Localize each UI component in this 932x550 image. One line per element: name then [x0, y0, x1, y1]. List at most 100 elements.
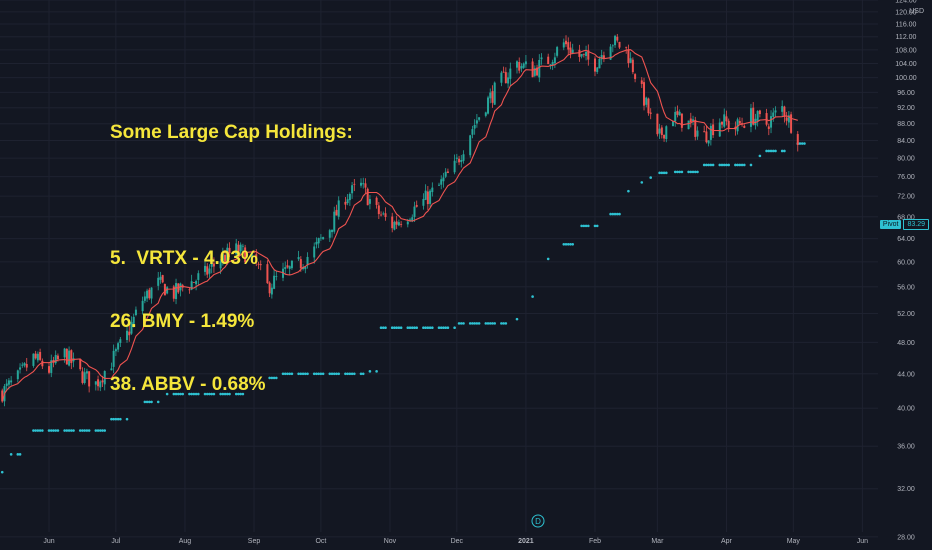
sar-dot — [426, 326, 430, 329]
candle-body — [328, 230, 331, 238]
dividend-marker[interactable]: D — [531, 514, 545, 528]
moving-average-line — [1, 49, 798, 402]
candle-body — [663, 134, 666, 139]
sar-dot — [0, 470, 4, 474]
candle-body — [400, 224, 403, 225]
sar-dot — [330, 372, 334, 376]
candle-body — [551, 62, 554, 66]
sar-dot — [397, 326, 401, 329]
x-tick-label: Jun — [857, 538, 868, 545]
x-tick-label: Mar — [651, 538, 664, 545]
x-axis: Jun Jul Aug Sep Oct Nov Dec 2021 Feb Mar Apr May Jun — [43, 538, 868, 545]
sar-dot — [16, 453, 20, 456]
sar-dot — [491, 322, 494, 325]
sar-dot — [658, 171, 661, 175]
sar-dot — [125, 417, 129, 421]
sar-dot — [473, 322, 476, 325]
candle-body — [694, 119, 697, 137]
sar-dot — [54, 429, 58, 432]
sar-dot — [98, 429, 102, 432]
y-tick-label: 96.00 — [897, 90, 915, 97]
candle-body — [643, 82, 646, 106]
candle-body — [536, 67, 539, 76]
sar-dot — [803, 142, 806, 145]
sar-dot — [758, 154, 762, 158]
candle-body — [212, 263, 215, 267]
candle-body — [553, 57, 556, 64]
sar-dot — [335, 372, 338, 376]
last-price-tag: Pivot 83.29 — [879, 218, 929, 230]
candle-body — [743, 125, 746, 128]
sar-dot — [225, 392, 229, 396]
sar-dot — [783, 149, 786, 153]
candle-body — [317, 238, 320, 244]
y-tick-label: 76.00 — [897, 174, 915, 181]
candle-body — [634, 74, 637, 79]
candle-body — [598, 58, 601, 69]
sar-dot — [566, 243, 570, 246]
candle-body — [625, 46, 628, 48]
candle-body — [101, 380, 104, 383]
candle-body — [210, 263, 213, 267]
candle-body — [593, 58, 596, 72]
candle-body — [346, 199, 349, 204]
sar-dot — [328, 372, 332, 376]
sar-dot — [611, 212, 615, 216]
candle-body — [756, 111, 759, 121]
candle-body — [313, 246, 316, 258]
sar-dot — [693, 170, 697, 174]
sar-dot — [468, 322, 472, 325]
sar-dot — [288, 372, 291, 376]
sar-dot — [564, 243, 568, 246]
candle-body — [197, 273, 200, 280]
price-tag-value: 83.29 — [903, 218, 929, 230]
candle-body — [458, 158, 461, 163]
sar-dot — [212, 392, 216, 396]
candle-body — [709, 125, 712, 140]
candle-body — [473, 124, 476, 129]
sar-dot — [676, 170, 679, 174]
candle-body — [244, 247, 247, 263]
sar-dot — [156, 400, 160, 404]
candle-body — [192, 282, 195, 283]
candle-body — [569, 47, 572, 54]
candle-body — [239, 244, 242, 252]
sar-dot — [399, 326, 403, 329]
candle-body — [696, 130, 699, 137]
sar-dot — [439, 326, 443, 329]
candle-body — [384, 213, 387, 217]
sar-dot — [368, 370, 372, 373]
candle-body — [705, 131, 708, 143]
candle-body — [208, 268, 211, 274]
candle-body — [640, 80, 643, 84]
y-tick-label: 108.00 — [895, 47, 917, 54]
sar-dot — [442, 326, 445, 329]
sar-dot — [453, 326, 456, 329]
sar-dot — [181, 392, 185, 396]
sar-dot — [32, 429, 35, 432]
y-tick-label: 84.00 — [897, 138, 915, 145]
y-tick-label: 112.00 — [896, 34, 917, 41]
candle-body — [141, 300, 144, 312]
sar-dot — [96, 429, 100, 432]
candle-body — [765, 113, 768, 125]
sar-dot — [350, 372, 354, 376]
candle-body — [10, 380, 13, 383]
candle-body — [36, 353, 39, 361]
sar-dot — [582, 224, 586, 228]
sar-dot — [197, 392, 200, 396]
candle-body — [85, 371, 88, 374]
candle-body — [290, 260, 293, 269]
sar-dot — [47, 429, 51, 432]
candle-body — [460, 159, 463, 163]
candle-body — [453, 160, 456, 173]
sar-dot — [38, 429, 42, 432]
sar-dot — [395, 326, 398, 329]
candle-body — [266, 264, 269, 284]
x-tick-label: Oct — [315, 538, 326, 545]
candle-body — [578, 49, 581, 57]
sar-dot — [87, 429, 91, 432]
sar-dot — [237, 392, 240, 396]
candle-body — [783, 106, 786, 117]
sar-dot — [353, 372, 356, 376]
